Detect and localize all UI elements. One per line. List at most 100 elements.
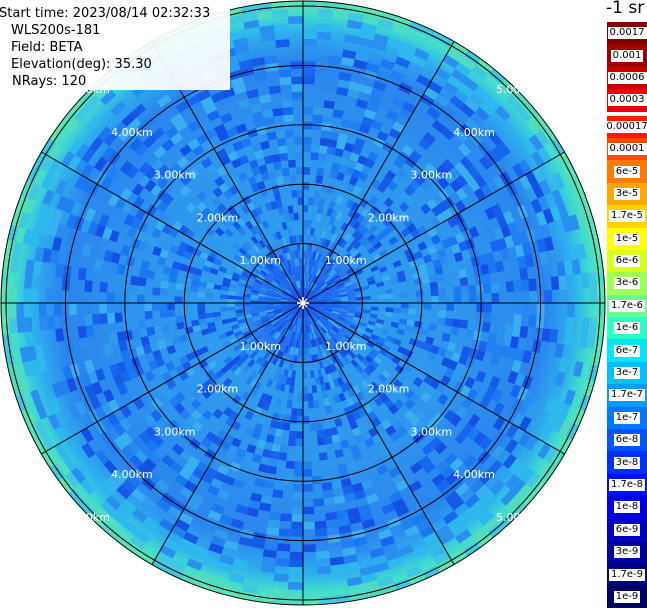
data-bin bbox=[308, 242, 313, 251]
data-bin bbox=[327, 319, 335, 326]
data-bin bbox=[280, 281, 287, 288]
data-bin bbox=[346, 461, 357, 471]
data-bin bbox=[401, 354, 411, 364]
data-bin bbox=[434, 265, 444, 275]
azimuth-spoke bbox=[302, 302, 455, 565]
data-bin bbox=[351, 202, 360, 212]
colorbar-swatch: 1.7e-6 bbox=[607, 294, 647, 318]
data-bin bbox=[292, 316, 297, 324]
data-bin bbox=[208, 360, 218, 370]
data-bin bbox=[237, 98, 251, 110]
data-bin bbox=[451, 522, 468, 538]
data-bin bbox=[331, 480, 343, 490]
data-bin bbox=[292, 491, 303, 500]
data-bin bbox=[538, 426, 552, 443]
data-bin bbox=[568, 244, 579, 261]
data-bin bbox=[281, 294, 289, 299]
data-bin bbox=[24, 317, 33, 333]
data-bin bbox=[289, 284, 295, 291]
data-bin bbox=[316, 550, 330, 560]
data-bin bbox=[219, 514, 233, 526]
data-bin bbox=[314, 287, 321, 294]
data-bin bbox=[293, 355, 298, 364]
data-bin bbox=[98, 213, 110, 228]
data-bin bbox=[95, 449, 110, 465]
data-bin bbox=[267, 427, 277, 436]
data-bin bbox=[255, 276, 264, 283]
data-bin bbox=[214, 279, 223, 286]
data-bin bbox=[10, 256, 20, 273]
data-bin bbox=[133, 229, 145, 241]
data-bin bbox=[254, 422, 264, 433]
data-bin bbox=[192, 325, 201, 333]
data-bin bbox=[189, 303, 198, 309]
data-bin bbox=[558, 357, 569, 374]
data-bin bbox=[318, 375, 325, 385]
data-bin bbox=[178, 512, 194, 525]
data-bin bbox=[488, 131, 503, 147]
data-bin bbox=[367, 151, 379, 162]
data-bin bbox=[40, 219, 52, 235]
data-bin bbox=[580, 317, 590, 333]
data-bin bbox=[364, 158, 375, 169]
data-bin bbox=[209, 267, 219, 275]
data-bin bbox=[144, 370, 155, 382]
data-bin bbox=[307, 205, 314, 213]
data-bin bbox=[84, 94, 101, 111]
data-bin bbox=[279, 326, 286, 334]
data-bin bbox=[178, 125, 192, 139]
data-bin bbox=[528, 314, 537, 328]
data-bin bbox=[260, 269, 268, 277]
data-bin bbox=[203, 103, 217, 115]
data-bin bbox=[18, 212, 31, 229]
data-bin bbox=[314, 376, 321, 385]
data-bin bbox=[317, 319, 324, 327]
data-bin bbox=[273, 277, 281, 284]
data-bin bbox=[480, 183, 493, 198]
data-bin bbox=[479, 155, 493, 170]
data-bin bbox=[130, 275, 139, 286]
data-bin bbox=[340, 478, 352, 488]
data-bin bbox=[232, 242, 242, 251]
data-bin bbox=[369, 313, 378, 319]
data-bin bbox=[323, 496, 335, 506]
colorbar-swatch: 3e-8 bbox=[607, 451, 647, 474]
data-bin bbox=[140, 260, 150, 270]
data-bin bbox=[281, 245, 287, 254]
data-bin bbox=[439, 256, 449, 266]
data-bin bbox=[56, 251, 67, 266]
data-bin bbox=[249, 351, 258, 360]
data-bin bbox=[202, 409, 213, 421]
data-bin bbox=[544, 397, 557, 414]
data-bin bbox=[252, 111, 264, 121]
azimuth-spoke bbox=[302, 41, 455, 304]
data-bin bbox=[308, 258, 313, 267]
data-bin bbox=[450, 326, 460, 336]
data-bin bbox=[364, 355, 374, 364]
data-bin bbox=[368, 337, 377, 345]
data-bin bbox=[504, 324, 514, 337]
data-bin bbox=[274, 341, 281, 349]
data-bin bbox=[526, 117, 542, 135]
data-bin bbox=[409, 150, 422, 163]
data-bin bbox=[472, 265, 482, 276]
data-bin bbox=[426, 106, 441, 120]
data-bin bbox=[261, 556, 277, 566]
data-bin bbox=[94, 368, 106, 382]
data-bin bbox=[303, 69, 316, 77]
data-bin bbox=[300, 250, 303, 258]
data-bin bbox=[227, 291, 236, 296]
data-bin bbox=[318, 198, 325, 207]
data-bins bbox=[1, 1, 605, 605]
data-bin bbox=[319, 344, 325, 353]
data-bin bbox=[536, 238, 547, 253]
data-bin bbox=[476, 293, 485, 303]
data-bin bbox=[398, 212, 409, 223]
data-bin bbox=[359, 565, 376, 577]
data-bin bbox=[315, 175, 324, 184]
data-bin bbox=[131, 329, 141, 340]
data-bin bbox=[336, 140, 346, 150]
data-bin bbox=[63, 198, 76, 214]
data-bin bbox=[446, 48, 464, 63]
data-bin bbox=[147, 235, 159, 247]
